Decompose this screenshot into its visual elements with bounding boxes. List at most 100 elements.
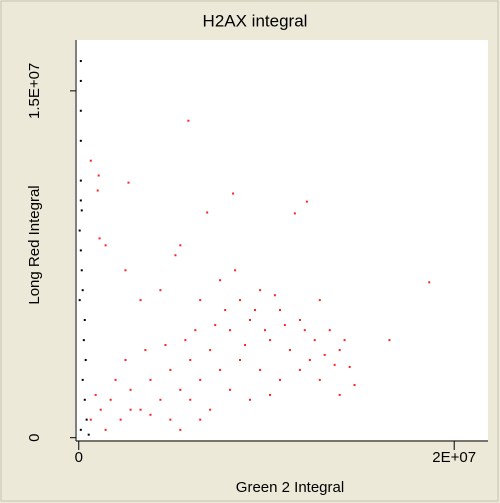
point — [169, 368, 172, 371]
point — [206, 211, 209, 214]
point — [104, 428, 107, 431]
point — [194, 329, 197, 332]
point — [119, 418, 122, 421]
point — [127, 181, 130, 184]
point — [94, 393, 97, 396]
point — [83, 398, 86, 401]
point — [89, 159, 92, 162]
point — [97, 174, 100, 177]
point — [338, 349, 341, 352]
point — [209, 349, 212, 352]
point — [189, 398, 192, 401]
point — [114, 378, 117, 381]
point — [79, 60, 82, 63]
x-tick-label: 0 — [75, 449, 83, 466]
point — [184, 339, 187, 342]
y-tick-label: 1.5E+07 — [26, 63, 43, 119]
point — [81, 289, 84, 292]
point — [79, 109, 82, 112]
point — [318, 378, 321, 381]
point — [298, 319, 301, 321]
point — [129, 388, 132, 391]
point — [79, 249, 82, 252]
point — [244, 343, 247, 346]
point — [428, 281, 431, 284]
x-tick-label: 2E+07 — [432, 449, 476, 466]
point — [82, 339, 85, 342]
point — [219, 368, 222, 371]
point — [85, 418, 88, 421]
point — [79, 179, 82, 182]
point — [84, 359, 87, 361]
point — [124, 359, 127, 361]
point — [308, 359, 311, 361]
plot-area — [75, 40, 488, 440]
point — [269, 339, 272, 342]
point — [273, 294, 276, 297]
point — [234, 269, 237, 272]
point — [318, 299, 321, 302]
point — [269, 393, 272, 396]
point — [164, 343, 167, 346]
point — [229, 388, 232, 391]
point — [139, 299, 142, 302]
point — [338, 393, 341, 396]
point — [263, 329, 266, 332]
point — [129, 408, 132, 411]
point — [78, 229, 81, 232]
point — [229, 329, 232, 332]
point — [239, 359, 242, 361]
point — [80, 269, 83, 272]
point — [333, 363, 336, 366]
point — [259, 368, 262, 371]
point — [298, 368, 301, 371]
point — [139, 408, 142, 411]
point — [174, 254, 177, 257]
point — [313, 339, 316, 342]
point — [79, 428, 82, 431]
point — [179, 244, 182, 247]
point — [353, 383, 356, 386]
point — [224, 309, 227, 312]
point — [79, 139, 82, 142]
point — [149, 378, 152, 381]
point — [179, 388, 182, 391]
point — [189, 359, 192, 361]
point — [87, 433, 90, 436]
point — [254, 309, 257, 312]
point — [343, 339, 346, 342]
y-axis-label: Long Red Integral — [26, 185, 43, 304]
point — [323, 353, 326, 356]
point — [80, 209, 83, 212]
point — [144, 349, 147, 352]
point — [199, 418, 202, 421]
point — [98, 237, 101, 240]
point — [328, 329, 331, 332]
point — [288, 349, 291, 352]
point — [81, 378, 84, 381]
point — [104, 244, 107, 247]
point — [283, 324, 286, 327]
point — [348, 365, 351, 368]
point — [278, 378, 281, 381]
point — [89, 418, 92, 421]
point — [293, 212, 296, 215]
point — [109, 398, 112, 401]
point — [303, 329, 306, 332]
point — [124, 269, 127, 272]
y-tick-label: 0 — [26, 434, 43, 442]
point — [248, 398, 251, 401]
point — [199, 378, 202, 381]
point — [278, 309, 281, 312]
point — [209, 408, 212, 411]
point — [96, 189, 99, 192]
point — [79, 79, 82, 82]
point — [159, 398, 162, 401]
x-axis-label: Green 2 Integral — [236, 479, 344, 496]
point — [78, 299, 81, 302]
point — [169, 418, 172, 421]
point — [187, 119, 190, 122]
point — [259, 289, 262, 292]
point — [99, 408, 102, 411]
